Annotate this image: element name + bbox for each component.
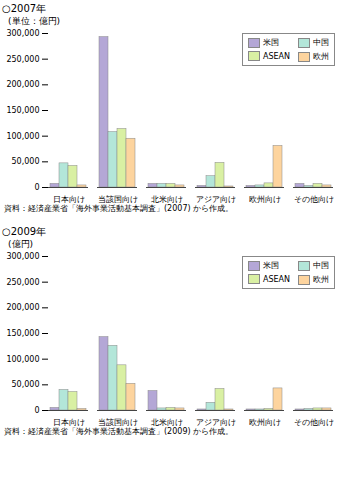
- svg-text:欧州向け: 欧州向け: [249, 418, 281, 426]
- svg-text:100,000: 100,000: [6, 355, 39, 364]
- html-text:資料：経済産業省「海外事業活動基本調査」(2009) から作: 資料：経済産業省「海外事業活動基本調査」(2009) から作成。: [4, 427, 234, 436]
- svg-text:50,000: 50,000: [12, 380, 40, 389]
- svg-text:当該国向け: 当該国向け: [98, 195, 138, 203]
- html-text:中国: 中国: [313, 261, 329, 270]
- html-text:米国: 米国: [262, 38, 279, 47]
- svg-text:200,000: 200,000: [6, 80, 39, 89]
- svg-text:欧州向け: 欧州向け: [249, 195, 281, 203]
- html-text:ASEAN: ASEAN: [262, 274, 290, 284]
- svg-text:250,000: 250,000: [6, 55, 39, 64]
- svg-text:100,000: 100,000: [6, 132, 39, 141]
- svg-text:その他向け: その他向け: [294, 195, 334, 203]
- html-text:資料：経済産業省「海外事業活動基本調査」(2007) から作: 資料：経済産業省「海外事業活動基本調査」(2007) から作成。: [4, 204, 234, 213]
- html-text:○2007年: ○2007年: [2, 3, 47, 14]
- svg-text:250,000: 250,000: [6, 278, 39, 287]
- svg-text:日本向け: 日本向け: [53, 195, 85, 203]
- html-text:(億円): (億円): [8, 239, 33, 249]
- svg-text:アジア向け: アジア向け: [196, 418, 236, 426]
- svg-text:150,000: 150,000: [6, 106, 39, 115]
- svg-text:当該国向け: 当該国向け: [98, 418, 138, 426]
- html-text:ASEAN: ASEAN: [262, 51, 290, 61]
- svg-text:50,000: 50,000: [12, 157, 40, 166]
- svg-text:200,000: 200,000: [6, 303, 39, 312]
- svg-text:その他向け: その他向け: [294, 418, 334, 426]
- html-text:米国: 米国: [262, 261, 279, 270]
- html-text:○2009年: ○2009年: [2, 226, 47, 237]
- html-text:欧州: 欧州: [313, 275, 329, 284]
- svg-text:北米向け: 北米向け: [151, 195, 183, 203]
- svg-text:日本向け: 日本向け: [53, 418, 85, 426]
- html-text:欧州: 欧州: [313, 52, 329, 61]
- svg-text:150,000: 150,000: [6, 329, 39, 338]
- svg-text:0: 0: [34, 406, 39, 415]
- svg-text:300,000: 300,000: [6, 29, 39, 38]
- svg-text:北米向け: 北米向け: [151, 418, 183, 426]
- svg-text:300,000: 300,000: [6, 252, 39, 261]
- svg-text:アジア向け: アジア向け: [196, 195, 236, 203]
- html-text:中国: 中国: [313, 38, 329, 47]
- html-text:(単位：億円): (単位：億円): [8, 16, 60, 26]
- svg-text:0: 0: [34, 183, 39, 192]
